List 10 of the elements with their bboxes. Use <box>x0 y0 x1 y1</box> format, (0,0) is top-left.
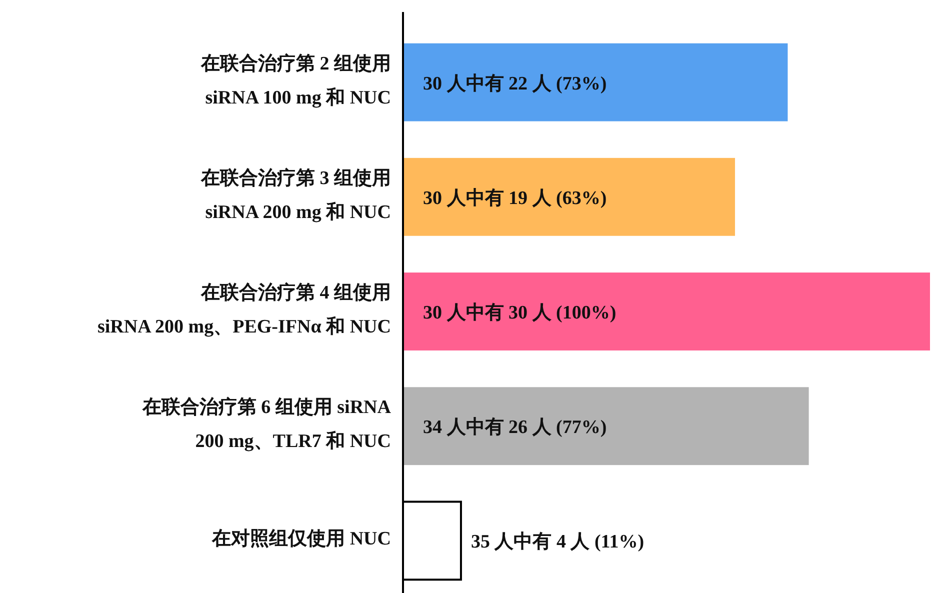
y-tick-label: 在联合治疗第 6 组使用 siRNA 200 mg、TLR7 和 NUC <box>141 396 392 452</box>
data-label: 30 人中有 30 人 (100%) <box>423 302 616 324</box>
data-label: 30 人中有 19 人 (63%) <box>423 186 607 209</box>
y-tick-label: 在联合治疗第 4 组使用 siRNA 200 mg、PEG-IFNα 和 NUC <box>98 282 391 338</box>
data-label: 30 人中有 22 人 (73%) <box>423 72 607 94</box>
y-tick-label: 在联合治疗第 2 组使用 siRNA 100 mg 和 NUC <box>200 52 391 108</box>
data-label: 35 人中有 4 人 (11%) <box>470 530 644 553</box>
y-tick-label: 在对照组仅使用 NUC <box>211 528 391 550</box>
data-label: 34 人中有 26 人 (77%) <box>423 416 607 438</box>
y-tick-label: 在联合治疗第 3 组使用 siRNA 200 mg 和 NUC <box>200 166 391 223</box>
